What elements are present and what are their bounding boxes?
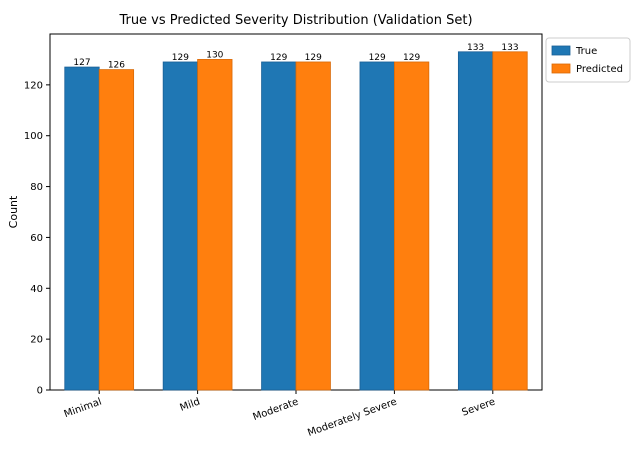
bar-true-0: [64, 66, 100, 391]
bar-value-label: 129: [369, 53, 386, 63]
chart-title: True vs Predicted Severity Distribution …: [118, 13, 472, 28]
legend-label-true: True: [575, 46, 597, 57]
bar-value-label: 129: [172, 53, 189, 63]
y-axis-label: Count: [7, 195, 20, 228]
x-tick-label: Severe: [461, 396, 497, 418]
x-tick-label: Mild: [179, 396, 202, 413]
x-tick-label: Moderately Severe: [306, 396, 398, 439]
legend: True Predicted: [545, 37, 631, 83]
x-tick-label: Moderate: [252, 396, 300, 423]
bar-value-label: 133: [501, 43, 518, 53]
bar-value-label: 127: [73, 58, 90, 68]
bar-value-label: 130: [206, 50, 223, 60]
bar-predicted-2: [295, 61, 331, 391]
y-tick-label: 120: [24, 80, 43, 91]
bar-true-1: [162, 61, 199, 391]
bar-value-label: 133: [467, 43, 484, 53]
y-tick-label: 20: [30, 335, 43, 346]
bar-value-label: 126: [108, 61, 125, 71]
bar-predicted-3: [393, 61, 430, 391]
legend-swatch-predicted: [551, 63, 571, 74]
bar-value-label: 129: [270, 53, 287, 63]
bar-value-label: 129: [403, 53, 420, 63]
bar-predicted-4: [492, 51, 528, 391]
bar-predicted-1: [197, 59, 233, 391]
x-axis: Minimal Mild Moderate Moderately Severe Seve…: [63, 390, 497, 439]
y-tick-label: 100: [24, 131, 43, 142]
legend-swatch-true: [551, 45, 571, 56]
x-tick-label: Minimal: [63, 396, 104, 420]
bar-predicted-0: [98, 69, 135, 391]
bar-true-2: [261, 61, 297, 391]
bar-true-4: [457, 51, 494, 391]
y-tick-label: 40: [30, 284, 43, 295]
bar-labels: 127 126 129 130 129 129 129 129 133 133: [73, 43, 518, 71]
y-tick-label: 0: [37, 386, 43, 397]
legend-label-predicted: Predicted: [576, 64, 623, 75]
bar-true-3: [359, 61, 395, 391]
bar-value-label: 129: [305, 53, 322, 63]
y-tick-label: 80: [30, 182, 43, 193]
y-axis: 0 20 40 60 80 100 120: [24, 80, 50, 397]
bars: [64, 51, 528, 391]
legend-box: [545, 37, 631, 83]
y-tick-label: 60: [30, 233, 43, 244]
